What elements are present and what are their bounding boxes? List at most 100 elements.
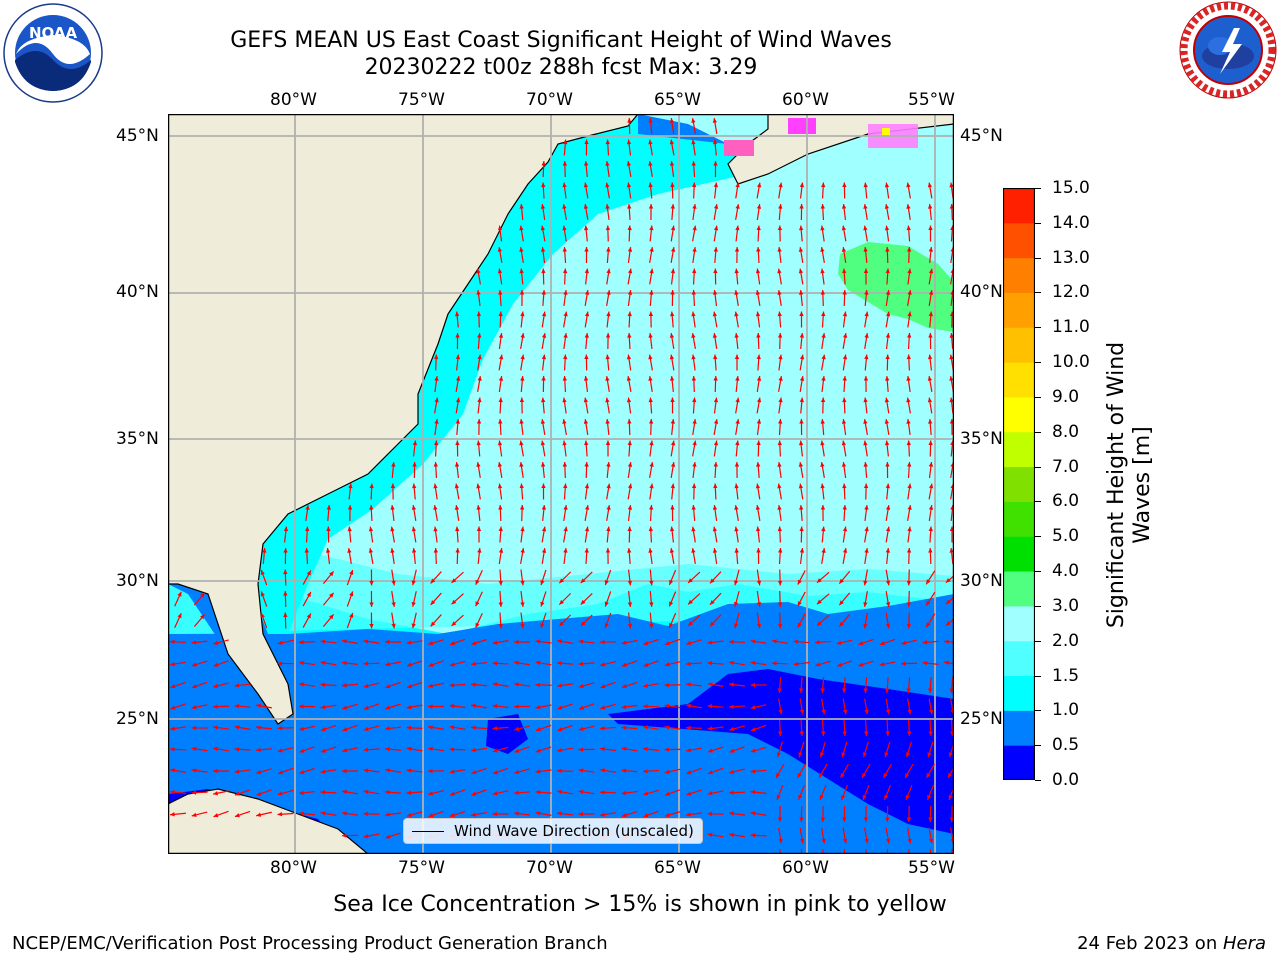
wind-wave-arrowhead	[756, 623, 762, 629]
lon-label-top: 80°W	[270, 90, 317, 110]
wind-wave-arrowhead	[778, 204, 783, 209]
wind-wave-arrowhead	[799, 354, 805, 360]
wind-wave-arrowhead	[884, 794, 889, 800]
wind-wave-arrowhead	[906, 602, 912, 607]
wind-wave-arrowhead	[348, 483, 353, 489]
wind-wave-arrowhead	[691, 139, 696, 145]
wind-wave-arrowhead	[540, 440, 546, 446]
wind-wave-arrowhead	[498, 505, 503, 510]
lon-label-top: 55°W	[908, 90, 955, 110]
wind-wave-arrowhead	[713, 397, 719, 403]
wind-wave-arrowhead	[819, 772, 824, 778]
wind-wave-arrowhead	[712, 311, 718, 317]
wind-wave-arrowhead	[520, 376, 525, 381]
wind-wave-arrowhead	[648, 548, 653, 553]
wind-wave-arrowhead	[864, 526, 869, 532]
wave-height-map	[168, 114, 954, 854]
wind-wave-arrowhead	[342, 833, 347, 838]
legend-label: Wind Wave Direction (unscaled)	[454, 822, 694, 840]
wind-wave-arrowhead	[621, 704, 627, 710]
wind-wave-arrowhead	[299, 748, 305, 753]
wind-wave-arrowhead	[707, 811, 713, 817]
wind-wave-arrowhead	[299, 790, 304, 796]
wind-wave-arrowhead	[819, 794, 824, 800]
wind-wave-arrowhead	[449, 703, 455, 709]
wind-wave-arrowhead	[600, 639, 605, 645]
colorbar-tick-label: 15.0	[1052, 178, 1090, 198]
wind-wave-arrowhead	[583, 419, 589, 424]
wind-wave-arrowhead	[709, 578, 715, 584]
wind-wave-arrowhead	[820, 688, 825, 693]
wind-wave-arrowhead	[643, 725, 648, 730]
wind-wave-arrowhead	[476, 462, 481, 467]
wind-wave-arrowhead	[600, 812, 605, 817]
wind-wave-arrowhead	[363, 661, 369, 666]
wind-wave-arrowhead	[363, 726, 369, 732]
wind-wave-arrowhead	[649, 225, 654, 231]
wind-wave-arrowhead	[455, 354, 461, 360]
wind-wave-arrowhead	[342, 683, 347, 688]
wind-wave-arrowhead	[411, 526, 417, 532]
wind-wave-arrowhead	[670, 483, 675, 489]
wind-wave-arrowhead	[949, 397, 954, 403]
lat-label-right: 35°N	[960, 429, 1003, 449]
wind-wave-arrowhead	[907, 268, 912, 274]
wind-wave-arrowhead	[541, 290, 546, 295]
wind-wave-arrowhead	[816, 621, 822, 626]
wind-wave-arrowhead	[842, 354, 848, 360]
wind-wave-arrowhead	[907, 333, 912, 338]
wind-wave-arrowhead	[213, 725, 218, 730]
wind-wave-arrowhead	[600, 790, 605, 795]
wind-wave-arrowhead	[778, 709, 783, 715]
colorbar-tick-label: 10.0	[1052, 352, 1090, 373]
wind-wave-arrowhead	[820, 462, 825, 467]
wind-wave-arrowhead	[535, 748, 541, 753]
wind-wave-arrowhead	[455, 440, 460, 446]
wind-wave-arrowhead	[540, 225, 546, 231]
wind-wave-arrowhead	[799, 505, 804, 510]
wind-wave-arrowhead	[885, 247, 890, 252]
wind-wave-arrowhead	[277, 640, 283, 645]
wind-wave-arrowhead	[578, 768, 584, 773]
wind-wave-arrowhead	[945, 599, 951, 605]
wind-wave-arrowhead	[541, 161, 546, 166]
wind-wave-arrowhead	[945, 621, 951, 626]
wind-wave-arrowhead	[583, 204, 589, 209]
wind-wave-arrowhead	[948, 772, 953, 778]
wind-wave-arrowhead	[928, 548, 933, 553]
wind-wave-arrowhead	[471, 703, 476, 709]
wind-wave-arrowhead	[283, 526, 289, 532]
wind-wave-arrowhead	[707, 661, 713, 666]
wind-wave-arrowhead	[648, 204, 654, 209]
wind-wave-arrowhead	[686, 770, 692, 775]
wind-wave-arrowhead	[455, 419, 460, 424]
wind-wave-arrowhead	[729, 682, 734, 687]
wind-wave-arrowhead	[756, 440, 761, 446]
colorbar-segment	[1003, 362, 1035, 398]
wind-wave-arrowhead	[842, 311, 848, 317]
wind-wave-arrowhead	[428, 746, 433, 752]
wind-wave-arrowhead	[734, 462, 740, 467]
wind-wave-arrowhead	[820, 247, 825, 252]
wind-wave-arrowhead	[283, 591, 288, 596]
wind-wave-arrowhead	[713, 462, 718, 467]
wind-wave-arrowhead	[578, 726, 584, 731]
wind-wave-arrowhead	[256, 812, 262, 817]
wind-wave-arrowhead	[735, 225, 740, 231]
colorbar-segment	[1003, 640, 1035, 677]
wind-wave-arrowhead	[342, 639, 347, 644]
legend-line-icon	[412, 830, 444, 832]
wind-wave-arrowhead	[842, 182, 847, 188]
wind-wave-arrowhead	[669, 376, 675, 381]
wind-wave-arrowhead	[325, 548, 331, 553]
wind-wave-arrowhead	[750, 727, 756, 732]
colorbar-tick-mark	[1035, 466, 1041, 468]
wind-wave-arrowhead	[862, 772, 867, 778]
wind-wave-arrowhead	[329, 571, 334, 577]
wind-wave-arrowhead	[670, 397, 675, 403]
wind-wave-arrowhead	[799, 397, 804, 403]
wind-wave-arrowhead	[928, 838, 934, 844]
wind-wave-arrowhead	[713, 483, 718, 489]
wind-wave-arrowhead	[948, 752, 954, 758]
wind-wave-arrowhead	[797, 772, 802, 778]
